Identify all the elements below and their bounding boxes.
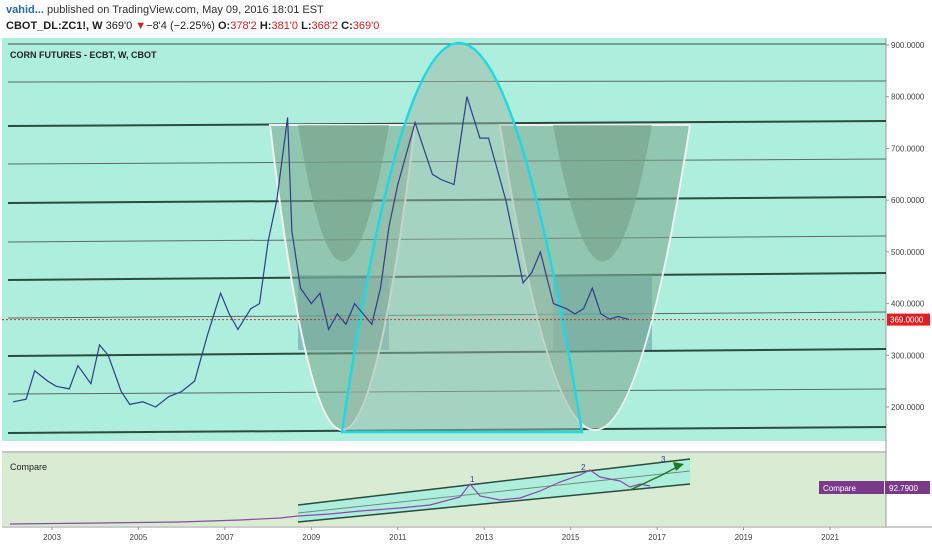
open-label: O: [217,20,231,32]
last-price: 369'0 [105,20,133,32]
compare-channel-mid [297,470,691,514]
price-tick-label: 700.0000 [891,144,925,153]
wave-label-2: 2 [581,463,586,472]
chart-title: CORN FUTURES - ECBT, W, CBOT [10,50,157,60]
symbol-label[interactable]: CBOT_DL:ZC1!, W [6,20,103,32]
compare-badge-value: 92.7900 [889,484,918,493]
year-tick-label: 2009 [302,533,320,542]
arc-left-inner [298,125,389,262]
close-value: 369'0 [352,20,380,32]
year-tick-label: 2021 [821,533,839,542]
price-tick-label: 400.0000 [891,300,925,309]
compare-channel-bottom[interactable] [297,483,691,523]
chart-header: vahid... published on TradingView.com, M… [0,0,932,38]
wave-label-1: 1 [470,475,475,484]
compare-badge: Compare 92.7900 [819,481,930,494]
chart-canvas[interactable]: CORN FUTURES - ECBT, W, CBOT 200.0000 300… [0,38,932,550]
year-tick-label: 2003 [43,533,61,542]
open-value: 378'2 [230,20,257,32]
close-label: C: [341,20,353,32]
change-value: −8'4 (−2.25%) [146,20,215,32]
year-tick-label: 2019 [735,533,753,542]
year-tick-label: 2007 [216,533,234,542]
price-tick-label: 600.0000 [891,196,925,205]
price-tick-label: 200.0000 [891,403,925,412]
price-axis[interactable]: 200.0000 300.0000 400.0000 500.0000 600.0000… [886,41,925,412]
year-tick-label: 2005 [130,533,148,542]
publication-line: vahid... published on TradingView.com, M… [6,4,324,16]
year-tick-label: 2011 [389,533,407,542]
last-price-badge: 369.0000 [887,313,930,326]
projection-arrow [629,465,680,491]
down-arrow-icon: ▼ [135,20,147,32]
price-series [12,96,630,408]
price-tick-label: 900.0000 [891,41,925,50]
published-text: published on TradingView.com, May 09, 20… [46,4,324,16]
projection-arrow-head [673,462,684,471]
price-tick-label: 500.0000 [891,248,925,257]
last-price-badge-text: 369.0000 [890,316,924,325]
arc-patterns [268,41,692,434]
high-value: 381'0 [271,20,299,32]
quote-line: CBOT_DL:ZC1!, W 369'0 ▼−8'4 (−2.25%) O:3… [6,20,379,32]
price-tick-label: 800.0000 [891,93,925,102]
high-label: H: [259,20,272,32]
wave-label-3: 3 [661,455,666,464]
compare-channel-top[interactable] [297,458,691,506]
low-value: 368'2 [311,20,339,32]
year-tick-label: 2017 [648,533,666,542]
year-tick-label: 2015 [562,533,580,542]
arc-right-inner [553,125,652,262]
low-label: L: [301,20,312,32]
author-link[interactable]: vahid... [6,4,44,16]
time-axis[interactable]: 2003 2005 2007 2009 2011 2013 2015 2017 2019 2021 [43,527,839,542]
year-tick-label: 2013 [475,533,493,542]
price-tick-label: 300.0000 [891,351,925,360]
compare-pane-title: Compare [10,462,47,472]
compare-channel-fill [298,459,690,522]
compare-badge-label: Compare [823,484,856,493]
arc-center[interactable] [340,41,584,434]
compare-series [9,469,651,525]
